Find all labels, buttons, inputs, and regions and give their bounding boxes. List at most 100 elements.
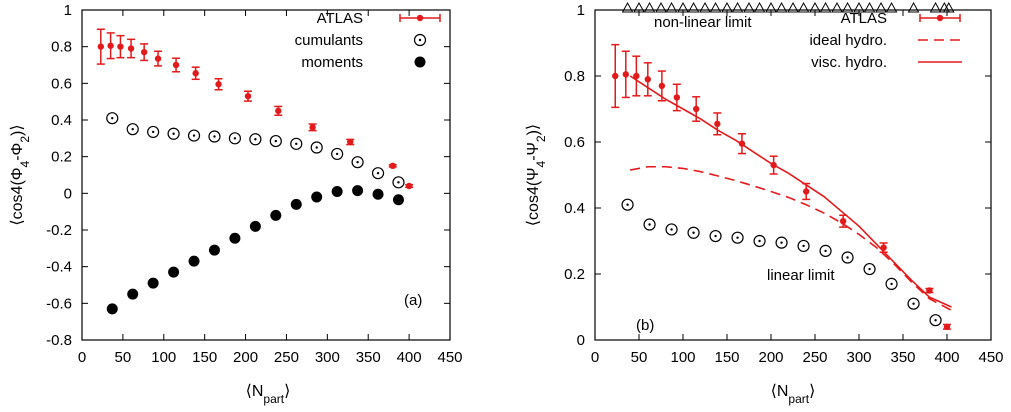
panel-b-ylabel: ⟨cos4(Ψ4-Ψ2)⟩ [525,124,548,226]
cumulants-point-dot [295,142,298,146]
cumulants-point-dot [131,127,134,131]
cumulants-point [392,176,405,189]
nonlinear-limit-marker [929,1,942,13]
panel-a-legend: ATLAS cumulants moments [295,10,441,71]
nonlinear-limit-annotation: non-linear limit [654,14,752,31]
nonlinear-limit-marker [787,1,799,13]
cumulants-point-dot [736,236,739,239]
cumulants-point [187,129,201,142]
moments-point [290,198,302,210]
y-tick-label: 0 [577,332,585,349]
cumulants-point-dot [213,135,216,138]
x-tick-label: 150 [714,349,739,366]
cumulants-point [290,137,303,150]
atlas-point [107,42,114,49]
cumulants-point-dot [802,244,805,248]
visc-hydro-line [629,75,952,308]
cumulants-point [126,123,139,136]
cumulants-point-dot [233,137,237,140]
cumulants-point-dot [780,241,783,244]
x-tick-label: 100 [151,349,176,366]
cumulants-point-dot [315,146,318,149]
y-tick-label: 0.6 [564,134,585,151]
nonlinear-limit-marker [819,1,832,13]
legend-cumulants-symbol [413,33,427,47]
cumulants-point [351,156,364,169]
cumulants-point [621,198,634,211]
x-tick-label: 450 [978,349,1003,366]
nonlinear-limit-marker [699,1,711,13]
moments-point [331,186,343,197]
cumulants-point [331,147,344,161]
panel-b-frame [594,9,992,341]
moments-point [147,277,159,289]
nonlinear-limit-marker [875,1,887,13]
moments-point [311,191,323,203]
cumulants-point [841,251,854,264]
cumulants-point [371,167,385,180]
cumulants-point-dot [192,134,196,137]
cumulants-point [310,141,323,154]
y-tick-label: 0.8 [564,68,585,85]
atlas-point [803,188,810,195]
panel-b-legend: ATLAS ideal hydro. visc. hydro. [809,10,962,71]
cumulants-point [249,133,262,146]
atlas-point [943,323,951,330]
atlas-point [839,218,847,225]
atlas-point [926,287,933,294]
atlas-point [154,55,162,62]
legend-cumulants-dot [418,38,422,42]
cumulants-point [819,244,832,257]
panel-b-xlabel: ⟨Npart⟩ [771,383,816,406]
cumulants-point [863,262,876,276]
nonlinear-limit-marker [753,1,766,13]
panel-a-label: (a) [404,292,422,309]
nonlinear-limit-marker [643,1,656,13]
cumulants-point [106,112,119,125]
legend-entry-label: cumulants [295,32,363,49]
y-tick-label: 0.8 [51,39,72,56]
y-tick-label: -0.6 [46,295,72,312]
cumulants-point-dot [758,239,761,243]
cumulants-point-dot [274,139,278,143]
legend-entry-label: ATLAS [841,10,887,27]
atlas-point [622,71,629,78]
atlas-point [347,138,354,146]
nonlinear-limit-marker [863,1,876,13]
nonlinear-limit-marker [831,1,843,13]
moments-point [392,194,404,206]
y-tick-label: 0.4 [564,200,585,217]
atlas-point [673,94,681,101]
moments-point [270,209,282,221]
x-tick-label: 400 [934,349,959,366]
cumulants-point-dot [626,203,629,206]
nonlinear-limit-marker [907,1,920,13]
atlas-point [117,43,124,50]
legend-atlas-point [936,14,944,22]
cumulants-point [885,277,898,290]
panel-a: 0 50 100 150 200 250 300 350 400 450 -0.8 -0.6 -0.4 -… [9,2,463,406]
cumulants-point-dot [254,138,257,141]
atlas-point [215,81,222,88]
x-tick-label: 50 [631,349,648,366]
nonlinear-limit-marker [775,1,788,13]
cumulants-point [731,231,744,244]
nonlinear-limit-marker [665,1,678,13]
cumulants-point-dot [172,132,175,135]
moments-point [208,244,220,256]
cumulants-point-dot [692,231,695,234]
atlas-point [389,162,396,170]
cumulants-point-dot [151,130,155,134]
y-tick-label: -0.2 [46,222,72,239]
panel-a-frame [81,9,451,341]
x-tick-label: 0 [78,349,86,366]
x-tick-label: 450 [437,349,462,366]
cumulants-point [797,239,810,253]
cumulants-point [269,134,282,148]
x-tick-label: 300 [315,349,340,366]
cumulants-point-dot [868,267,871,271]
y-tick-label: 0.4 [51,112,72,129]
cumulants-point-dot [714,234,717,238]
cumulants-point-dot [824,249,827,253]
atlas-point [244,92,252,100]
